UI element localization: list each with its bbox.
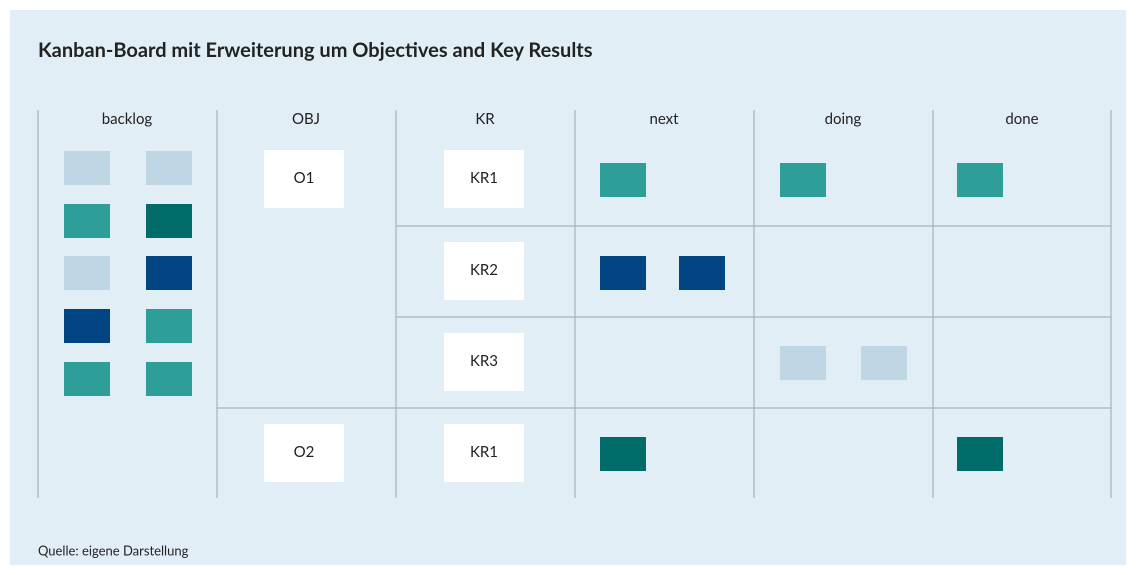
column-header: KR [475, 110, 495, 128]
key-result-label: KR1 [470, 443, 498, 461]
objective-boxes [264, 150, 524, 482]
objective-label: O2 [294, 443, 315, 461]
cards [64, 151, 1003, 471]
column-header: next [649, 110, 679, 128]
background [10, 10, 1126, 565]
source: Quelle: eigene Darstellung [38, 542, 189, 558]
column-dividers [37, 110, 1112, 498]
row-dividers [217, 225, 1111, 409]
column-header: backlog [102, 110, 153, 128]
objective-label: O1 [294, 169, 315, 187]
key-result-label: KR3 [470, 352, 498, 370]
key-result-label: KR1 [470, 169, 498, 187]
title: Kanban-Board mit Erweiterung um Objectiv… [38, 38, 593, 62]
column-header: done [1005, 110, 1038, 128]
key-result-label: KR2 [470, 261, 498, 279]
column-header: doing [825, 110, 862, 128]
column-header: OBJ [292, 110, 320, 128]
